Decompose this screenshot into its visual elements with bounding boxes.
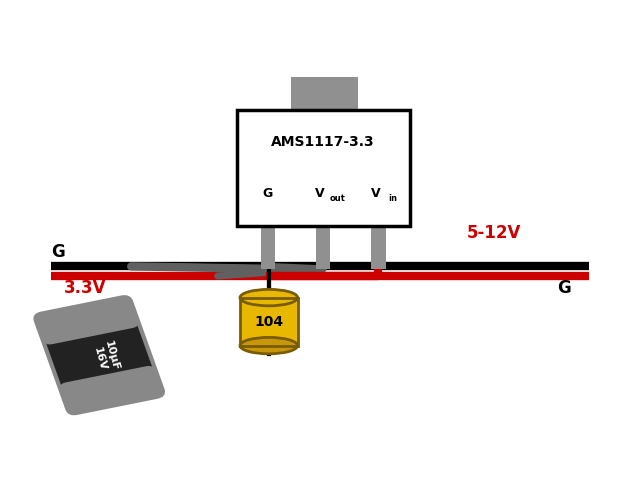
- Bar: [371, 226, 385, 269]
- Ellipse shape: [240, 337, 298, 354]
- Bar: [237, 110, 410, 226]
- Text: G: G: [263, 187, 273, 200]
- FancyBboxPatch shape: [240, 298, 298, 346]
- Text: G: G: [557, 279, 570, 297]
- Bar: [261, 226, 275, 269]
- Text: V: V: [315, 187, 325, 200]
- FancyBboxPatch shape: [60, 366, 163, 413]
- Text: G: G: [51, 243, 65, 261]
- FancyBboxPatch shape: [35, 297, 163, 413]
- Ellipse shape: [240, 289, 298, 306]
- Text: V: V: [371, 187, 380, 200]
- Text: 10µF
16V: 10µF 16V: [91, 340, 120, 375]
- Bar: [291, 77, 358, 110]
- Text: in: in: [388, 193, 397, 203]
- Text: 3.3V: 3.3V: [64, 279, 106, 297]
- Bar: [240, 298, 298, 346]
- Text: 5-12V: 5-12V: [467, 224, 522, 242]
- Text: 104: 104: [254, 314, 284, 329]
- Text: out: out: [330, 193, 345, 203]
- Text: AMS1117-3.3: AMS1117-3.3: [271, 134, 375, 148]
- FancyBboxPatch shape: [35, 297, 138, 345]
- Bar: [316, 226, 330, 269]
